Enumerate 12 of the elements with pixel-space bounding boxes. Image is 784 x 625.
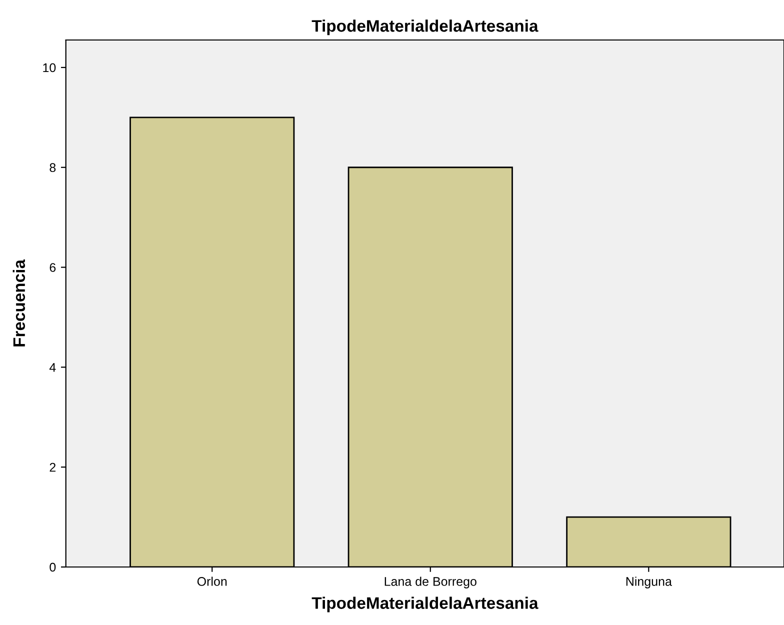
x-tick-label: Ninguna [626, 576, 672, 588]
y-tick-label: 4 [49, 363, 56, 372]
y-tick-label: 8 [50, 163, 56, 172]
y-tick-label: 2 [50, 462, 56, 472]
chart-title: TipodeMaterialdelaArtesania [312, 20, 538, 36]
x-axis-title: TipodeMaterialdelaArtesania [312, 596, 538, 612]
y-axis-title: Frecuencia [12, 259, 26, 346]
y-tick-label: 6 [50, 263, 56, 272]
x-tick-label: Orlon [197, 576, 227, 586]
x-tick-label: Lana de Borrego [384, 576, 476, 588]
y-tick-label: 0 [50, 562, 56, 572]
y-tick-label: 10 [43, 63, 56, 72]
